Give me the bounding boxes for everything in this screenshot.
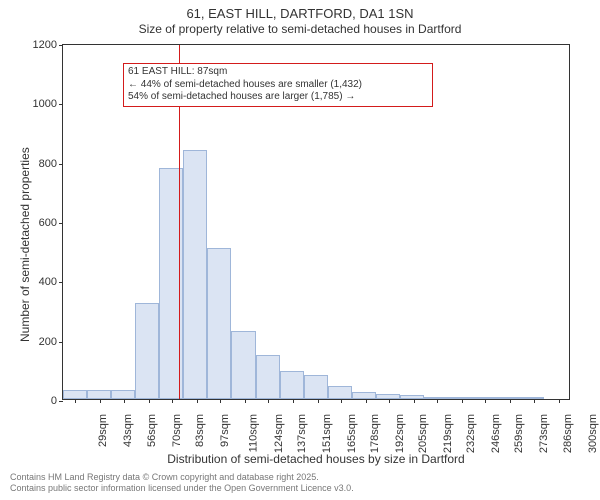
x-tick-mark <box>245 399 246 403</box>
x-tick-mark <box>437 399 438 403</box>
x-tick-label: 219sqm <box>442 414 454 453</box>
y-tick-mark <box>59 223 63 224</box>
x-tick-label: 151sqm <box>321 414 333 453</box>
x-tick-mark <box>485 399 486 403</box>
histogram-bar <box>424 397 448 399</box>
histogram-bar <box>472 397 496 399</box>
x-tick-label: 232sqm <box>465 414 477 453</box>
histogram-bar <box>135 303 159 399</box>
y-tick-mark <box>59 45 63 46</box>
x-tick-label: 165sqm <box>346 414 358 453</box>
x-tick-label: 273sqm <box>539 414 551 453</box>
annotation-box: 61 EAST HILL: 87sqm← 44% of semi-detache… <box>123 63 433 107</box>
x-tick-label: 192sqm <box>394 414 406 453</box>
histogram-bar <box>496 397 520 399</box>
x-tick-mark <box>341 399 342 403</box>
x-tick-mark <box>268 399 269 403</box>
x-tick-label: 43sqm <box>122 414 134 447</box>
plot-area: 02004006008001000120061 EAST HILL: 87sqm… <box>62 44 570 400</box>
x-tick-mark <box>149 399 150 403</box>
histogram-bar <box>87 390 111 399</box>
histogram-bar <box>376 394 400 399</box>
annotation-line: ← 44% of semi-detached houses are smalle… <box>128 79 428 92</box>
histogram-bar <box>520 397 544 399</box>
y-tick-mark <box>59 164 63 165</box>
histogram-bar <box>63 390 87 399</box>
histogram-bar <box>111 390 135 399</box>
y-tick-mark <box>59 401 63 402</box>
x-tick-mark <box>124 399 125 403</box>
x-tick-mark <box>389 399 390 403</box>
histogram-bar <box>304 375 328 399</box>
x-tick-label: 259sqm <box>514 414 526 453</box>
x-tick-label: 124sqm <box>273 414 285 453</box>
x-tick-label: 246sqm <box>490 414 502 453</box>
histogram-bar <box>328 386 352 399</box>
x-tick-mark <box>75 399 76 403</box>
x-tick-label: 83sqm <box>194 414 206 447</box>
x-tick-mark <box>414 399 415 403</box>
histogram-bar <box>448 397 472 399</box>
x-tick-mark <box>366 399 367 403</box>
histogram-bar <box>256 355 280 400</box>
x-tick-mark <box>197 399 198 403</box>
x-tick-mark <box>318 399 319 403</box>
histogram-bar <box>400 395 424 399</box>
attribution-line: Contains public sector information licen… <box>10 483 354 494</box>
histogram-bar <box>280 371 304 399</box>
x-axis-label: Distribution of semi-detached houses by … <box>62 452 570 466</box>
annotation-line: 61 EAST HILL: 87sqm <box>128 66 428 79</box>
x-tick-label: 110sqm <box>247 414 259 452</box>
chart-title-main: 61, EAST HILL, DARTFORD, DA1 1SN <box>0 6 600 21</box>
y-axis-label: Number of semi-detached properties <box>18 147 32 342</box>
x-tick-label: 97sqm <box>219 414 231 447</box>
x-tick-label: 56sqm <box>146 414 158 447</box>
histogram-bar <box>352 392 376 399</box>
histogram-bar <box>207 248 231 399</box>
x-tick-mark <box>220 399 221 403</box>
figure: 61, EAST HILL, DARTFORD, DA1 1SN Size of… <box>0 0 600 500</box>
x-tick-mark <box>293 399 294 403</box>
y-tick-mark <box>59 282 63 283</box>
x-tick-mark <box>172 399 173 403</box>
x-tick-label: 286sqm <box>562 414 574 453</box>
x-tick-mark <box>534 399 535 403</box>
x-tick-label: 70sqm <box>171 414 183 447</box>
annotation-line: 54% of semi-detached houses are larger (… <box>128 91 428 104</box>
y-tick-mark <box>59 104 63 105</box>
x-tick-mark <box>510 399 511 403</box>
x-tick-label: 205sqm <box>417 414 429 453</box>
chart-title-sub: Size of property relative to semi-detach… <box>0 22 600 36</box>
attribution-line: Contains HM Land Registry data © Crown c… <box>10 472 354 483</box>
x-tick-label: 300sqm <box>587 414 599 453</box>
x-tick-label: 178sqm <box>369 414 381 453</box>
x-tick-mark <box>559 399 560 403</box>
x-tick-label: 137sqm <box>296 414 308 453</box>
x-tick-mark <box>100 399 101 403</box>
histogram-bar <box>183 150 207 399</box>
y-tick-mark <box>59 342 63 343</box>
x-tick-mark <box>462 399 463 403</box>
x-tick-label: 29sqm <box>98 414 110 447</box>
histogram-bar <box>231 331 255 399</box>
attribution: Contains HM Land Registry data © Crown c… <box>0 472 354 494</box>
